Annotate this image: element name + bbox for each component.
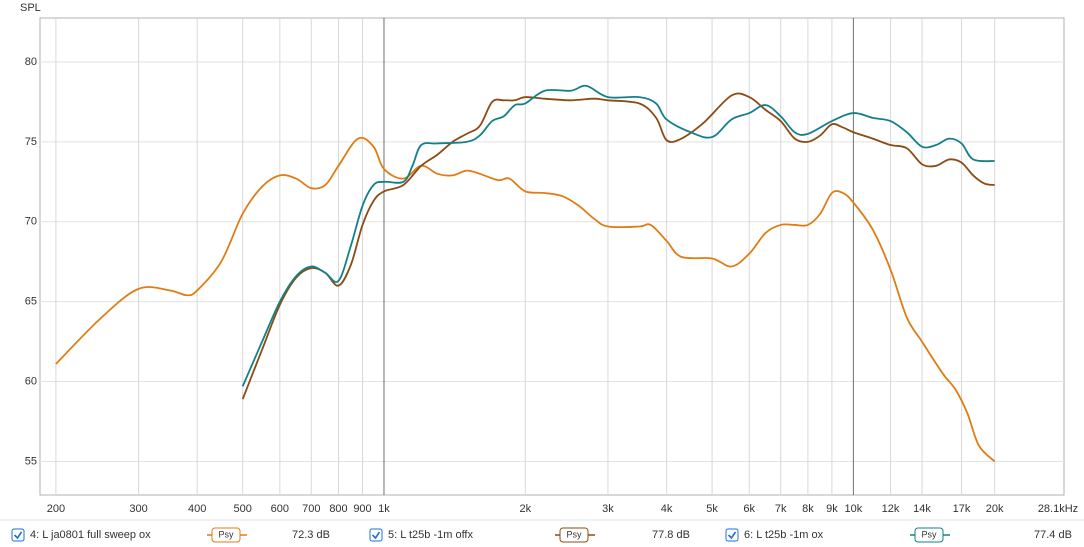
- checkmark: [13, 531, 23, 540]
- x-tick-label: 3k: [602, 503, 614, 515]
- series-line: [241, 92, 995, 400]
- legend-level: 77.8 dB: [652, 529, 690, 541]
- x-tick-label: 300: [129, 503, 147, 515]
- x-tick-label: 8k: [802, 503, 814, 515]
- x-tick-label: 14k: [913, 503, 931, 515]
- smoothing-label: Psy: [218, 529, 234, 539]
- x-tick-label: 1k: [378, 503, 390, 515]
- smoothing-button[interactable]: [211, 527, 241, 543]
- x-tick-label: 17k: [953, 503, 971, 515]
- x-tick-label: 600: [271, 503, 289, 515]
- x-tick-label: 6k: [743, 503, 755, 515]
- legend-name: 6: L t25b -1m ox: [744, 529, 824, 541]
- smoothing-label: Psy: [566, 529, 582, 539]
- plot-area: [39, 17, 1065, 496]
- legend-checkbox[interactable]: [369, 528, 383, 542]
- y-tick-label: 70: [25, 216, 37, 228]
- x-tick-label: 28.1kHz: [1038, 503, 1078, 515]
- y-tick-label: 75: [25, 136, 37, 148]
- legend-checkbox[interactable]: [725, 528, 739, 542]
- x-tick-label: 20k: [986, 503, 1004, 515]
- x-tick-label: 800: [329, 503, 347, 515]
- legend-level: 77.4 dB: [1034, 529, 1072, 541]
- checkmark: [727, 531, 737, 540]
- checkmark: [371, 531, 381, 540]
- x-tick-label: 10k: [845, 503, 863, 515]
- legend-checkbox[interactable]: [11, 528, 25, 542]
- smoothing-button[interactable]: [914, 527, 944, 543]
- y-tick-label: 60: [25, 375, 37, 387]
- y-axis-label: SPL: [20, 2, 41, 14]
- x-tick-label: 2k: [519, 503, 531, 515]
- x-tick-label: 400: [188, 503, 206, 515]
- y-tick-label: 80: [25, 56, 37, 68]
- legend-name: 4: L ja0801 full sweep ox: [30, 529, 151, 541]
- x-tick-label: 200: [47, 503, 65, 515]
- x-tick-label: 500: [234, 503, 252, 515]
- x-tick-label: 7k: [775, 503, 787, 515]
- x-tick-label: 9k: [826, 503, 838, 515]
- legend-name: 5: L t25b -1m offx: [388, 529, 473, 541]
- x-tick-label: 4k: [661, 503, 673, 515]
- smoothing-button[interactable]: [559, 527, 589, 543]
- x-tick-label: 12k: [882, 503, 900, 515]
- x-tick-label: 900: [353, 503, 371, 515]
- series-line: [55, 136, 996, 463]
- x-tick-label: 5k: [706, 503, 718, 515]
- x-tick-label: 700: [302, 503, 320, 515]
- series-line: [241, 84, 995, 387]
- smoothing-label: Psy: [921, 529, 937, 539]
- y-tick-label: 55: [25, 455, 37, 467]
- legend-level: 72.3 dB: [292, 529, 330, 541]
- y-tick-label: 65: [25, 296, 37, 308]
